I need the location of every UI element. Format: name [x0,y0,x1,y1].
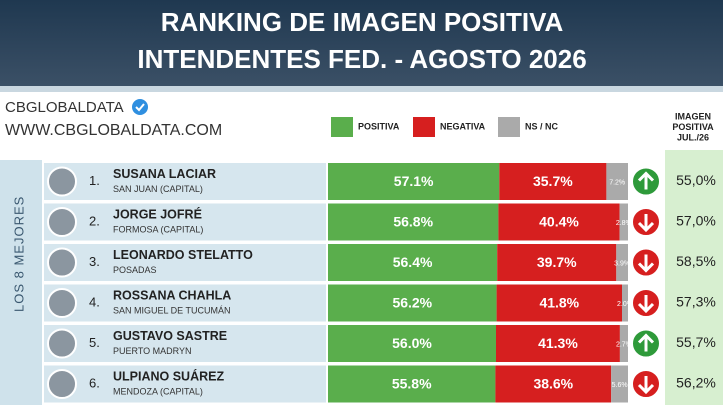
rank: 3. [89,254,100,269]
place: SAN MIGUEL DE TUCUMÁN [113,305,231,315]
value-label: 56.4% [393,254,433,270]
prev-column [665,150,723,405]
bar-segment [622,284,628,322]
prev-value: 57,3% [676,294,716,310]
bar-segment [328,203,499,241]
website: WWW.CBGLOBALDATA.COM [5,122,222,139]
value-label: 2.7% [616,341,632,348]
name: ULPIANO SUÁREZ [113,368,224,383]
bar-segment [619,325,628,362]
name: LEONARDO STELATTO [113,248,253,262]
prev-value: 58,5% [676,253,716,269]
legend-label: NEGATIVA [440,121,486,131]
legend-label: POSITIVA [358,121,400,131]
prev-value: 57,0% [676,213,716,229]
row-background [44,244,326,281]
name: JORGE JOFRÉ [113,206,202,221]
value-label: 57.1% [394,173,434,189]
prev-title: JUL./26 [677,132,709,142]
value-label: 2.8% [616,220,632,227]
bar-segment [498,203,620,241]
place: SAN JUAN (CAPITAL) [113,184,203,194]
value-label: 2.0% [617,301,633,308]
prev-title: IMAGEN [675,111,711,121]
photo [47,207,77,237]
prev-value: 55,0% [676,172,716,188]
legend-swatch [413,117,435,137]
rank: 5. [89,335,100,350]
place: FORMOSA (CAPITAL) [113,224,203,234]
prev-value: 55,7% [676,334,716,350]
bar-segment [328,284,497,322]
prev-value: 56,2% [676,375,716,391]
value-label: 3.9% [614,260,630,267]
place: POSADAS [113,265,157,275]
photo [47,288,77,318]
brand: CBGLOBALDATA [5,99,124,116]
bar-segment [328,365,496,403]
bar-segment [496,325,620,362]
bar-segment [495,365,612,403]
prev-title: POSITIVA [672,122,714,132]
trend-arrow [637,214,655,233]
group-strip [0,160,42,405]
verified-check [135,103,145,112]
rank: 1. [89,173,100,188]
value-label: 55.8% [392,376,432,392]
bar-segment [328,163,500,200]
rank: 6. [89,375,100,390]
rank: 2. [89,213,100,228]
photo [47,369,77,399]
photo [47,247,77,278]
value-label: 40.4% [539,214,579,230]
row-background [44,325,326,362]
bar-segment [616,244,628,281]
bar-segment [619,203,628,241]
value-label: 38.6% [533,376,573,392]
title: RANKING DE IMAGEN POSITIVA [161,7,564,37]
place: PUERTO MADRYN [113,346,192,356]
bar-segment [328,325,496,362]
name: SUSANA LACIAR [113,167,216,181]
value-label: 39.7% [537,254,577,270]
legend-label: NS / NC [525,121,559,131]
bar-segment [328,244,498,281]
name: ROSSANA CHAHLA [113,288,231,302]
value-label: 56.2% [392,295,432,311]
photo [47,166,77,197]
value-label: 56.8% [393,214,433,230]
rank: 4. [89,294,100,309]
trend-arrow [637,254,655,273]
legend-swatch [498,117,520,137]
name: GUSTAVO SASTRE [113,329,227,343]
trend-arrow [637,333,655,352]
banner-edge [0,86,723,92]
row-background [44,163,326,200]
value-label: 41.8% [539,295,579,311]
value-label: 35.7% [533,173,573,189]
row-background [44,203,326,241]
group-label: LOS 8 MEJORES [11,196,26,312]
bar-segment [497,244,617,281]
value-label: 41.3% [538,335,578,351]
trend-arrow [637,171,655,190]
title: INTENDENTES FED. - AGOSTO 2026 [137,44,586,74]
value-label: 56.0% [392,335,432,351]
photo [47,328,77,359]
bar-segment [611,365,628,403]
value-label: 7.2% [609,179,625,186]
bar-segment [496,284,622,322]
bar-segment [606,163,628,200]
verified-badge [132,99,148,115]
title-banner [0,0,723,86]
place: MENDOZA (CAPITAL) [113,386,203,396]
legend-swatch [331,117,353,137]
trend-arrow [637,376,655,395]
bar-segment [499,163,607,200]
value-label: 5.6% [612,382,628,389]
row-background [44,284,326,322]
trend-arrow [637,295,655,314]
row-background [44,365,326,403]
